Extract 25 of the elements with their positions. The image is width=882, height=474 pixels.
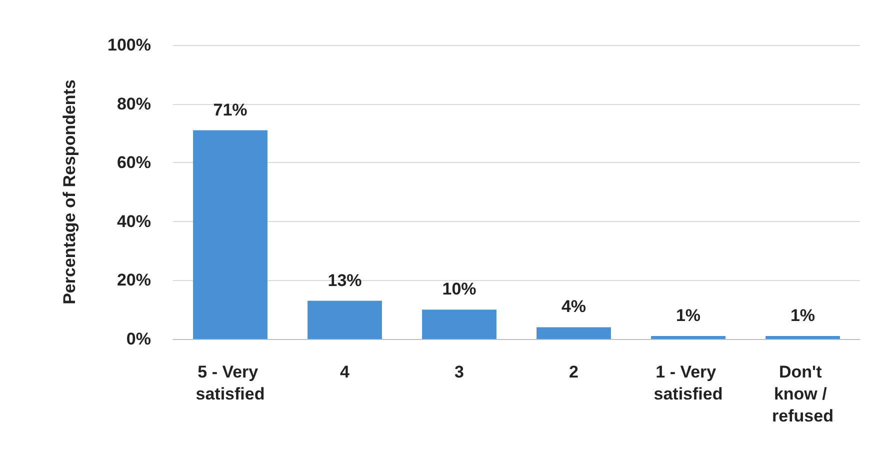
y-tick-label: 100% (108, 36, 151, 54)
data-label: 1% (790, 306, 816, 326)
bar (651, 336, 726, 339)
bar (422, 310, 496, 339)
data-label: 1% (676, 306, 701, 326)
x-tick-label: 4 (340, 362, 350, 382)
y-tick-label: 20% (116, 270, 151, 290)
bar (766, 336, 840, 339)
y-tick-label: 0% (126, 330, 151, 348)
x-tick-label: Don't know / refused (772, 362, 834, 426)
data-label: 4% (561, 297, 586, 316)
data-label: 71% (213, 100, 248, 120)
bar (193, 130, 268, 339)
x-tick-label: 5 - Very satisfied (196, 362, 265, 404)
y-axis-title: Percentage of Respondents (60, 80, 79, 304)
bar (536, 327, 611, 339)
data-label: 13% (328, 270, 362, 290)
x-tick-label: 3 (454, 362, 464, 382)
y-tick-label: 60% (116, 153, 151, 172)
data-label: 10% (442, 280, 476, 299)
bar (308, 300, 382, 339)
y-tick-label: 80% (116, 94, 151, 114)
x-tick-label: 2 (569, 362, 578, 382)
x-tick-label: 1 - Very satisfied (654, 362, 723, 404)
y-tick-label: 40% (116, 212, 151, 231)
